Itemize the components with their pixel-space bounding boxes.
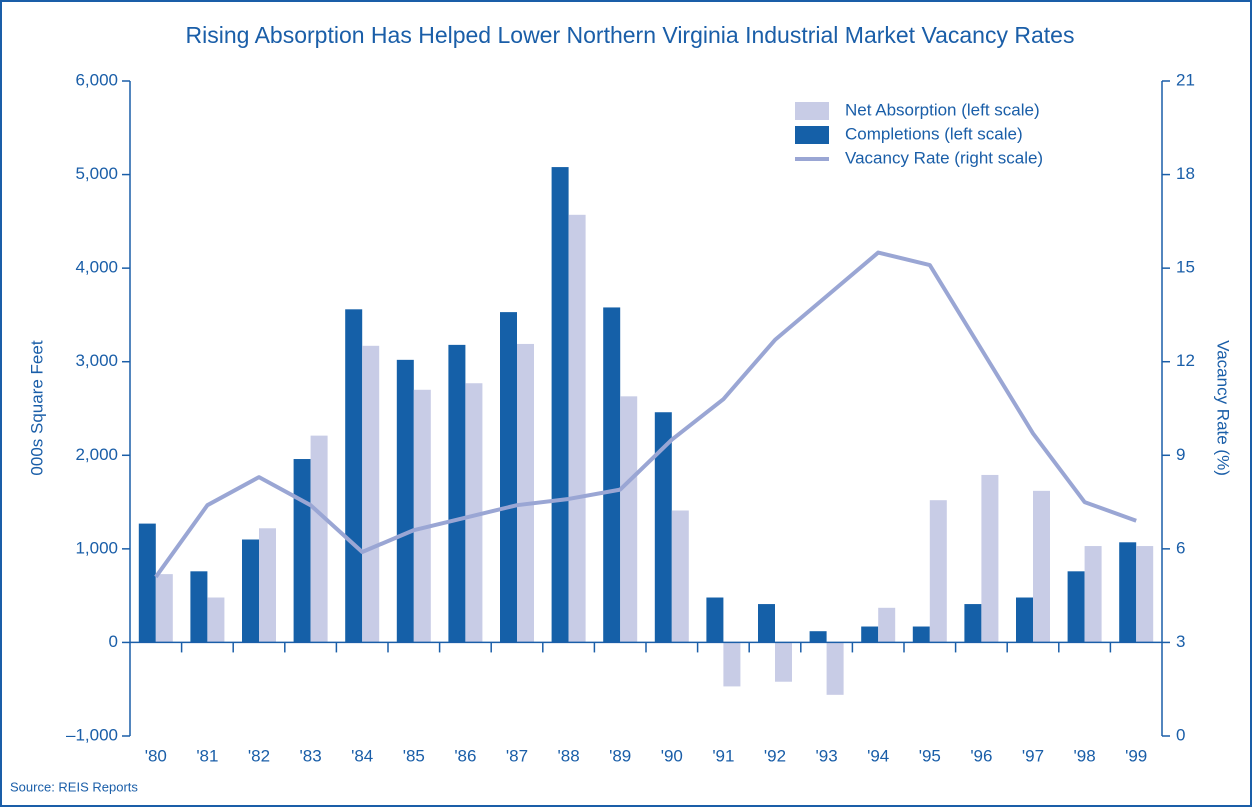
bar <box>568 214 586 643</box>
bar <box>758 604 775 643</box>
bar <box>775 642 792 682</box>
bar <box>1033 490 1050 643</box>
bar <box>671 510 689 643</box>
legend-label: Completions (left scale) <box>845 124 1023 143</box>
bar <box>1084 546 1102 643</box>
x-tick-label: '92 <box>764 746 786 765</box>
y-tick-label: 3,000 <box>75 351 118 370</box>
y2-tick-label: 3 <box>1176 632 1185 651</box>
bar <box>448 344 466 643</box>
y-tick-label: 5,000 <box>75 164 118 183</box>
y-tick-label: 2,000 <box>75 445 118 464</box>
bar <box>981 474 999 643</box>
x-tick-label: '97 <box>1022 746 1044 765</box>
x-tick-label: '89 <box>609 746 631 765</box>
bar <box>878 607 896 643</box>
y2-tick-label: 12 <box>1176 351 1195 370</box>
bar <box>1067 571 1085 643</box>
bar <box>723 642 741 687</box>
x-tick-label: '90 <box>661 746 683 765</box>
x-tick-label: '94 <box>867 746 889 765</box>
bar <box>207 597 225 643</box>
legend-label: Net Absorption (left scale) <box>845 100 1040 119</box>
bar <box>465 383 483 643</box>
bar <box>155 574 173 643</box>
bar <box>413 389 431 643</box>
legend-label: Vacancy Rate (right scale) <box>845 148 1043 167</box>
y2-tick-label: 6 <box>1176 538 1185 557</box>
legend-swatch <box>795 126 829 144</box>
y-tick-label: –1,000 <box>66 725 118 744</box>
bar <box>396 359 414 643</box>
x-tick-label: '93 <box>816 746 838 765</box>
bar <box>259 528 276 643</box>
y2-tick-label: 21 <box>1176 70 1195 89</box>
y-tick-label: 6,000 <box>75 70 118 89</box>
x-tick-label: '99 <box>1125 746 1147 765</box>
x-tick-label: '91 <box>712 746 734 765</box>
bar <box>826 642 844 695</box>
x-tick-label: '85 <box>403 746 425 765</box>
x-tick-label: '87 <box>506 746 528 765</box>
bar <box>310 435 328 643</box>
y-tick-label: 1,000 <box>75 538 118 557</box>
bar <box>138 523 156 643</box>
x-tick-label: '82 <box>248 746 270 765</box>
bar <box>242 539 259 643</box>
x-tick-label: '86 <box>454 746 476 765</box>
bar <box>517 343 534 643</box>
bar <box>1136 546 1154 643</box>
bar <box>500 312 517 643</box>
bar <box>620 396 638 643</box>
bar <box>190 571 208 643</box>
bar <box>929 500 947 643</box>
x-tick-label: '80 <box>145 746 167 765</box>
bar <box>293 459 311 643</box>
bar <box>809 631 827 643</box>
bar <box>964 604 982 643</box>
bar <box>551 167 569 643</box>
y2-tick-label: 9 <box>1176 445 1185 464</box>
y-tick-label: 0 <box>109 632 118 651</box>
x-tick-label: '81 <box>196 746 218 765</box>
y2-axis-label: Vacancy Rate (%) <box>1214 340 1233 476</box>
y2-tick-label: 18 <box>1176 164 1195 183</box>
bar <box>362 345 380 643</box>
x-tick-label: '84 <box>351 746 373 765</box>
x-tick-label: '88 <box>558 746 580 765</box>
line <box>154 250 1137 579</box>
x-tick-label: '98 <box>1074 746 1096 765</box>
source: Source: REIS Reports <box>10 779 138 794</box>
bar <box>1119 542 1137 643</box>
x-tick-label: '96 <box>970 746 992 765</box>
bar <box>654 412 672 643</box>
bar <box>345 309 363 643</box>
bar <box>603 307 621 643</box>
y2-tick-label: 15 <box>1176 258 1195 277</box>
y-axis-label: 000s Square Feet <box>27 340 46 475</box>
chart-title: Rising Absorption Has Helped Lower North… <box>186 22 1075 48</box>
x-tick-label: '83 <box>300 746 322 765</box>
bar <box>912 626 930 643</box>
bar <box>861 626 879 643</box>
y-tick-label: 4,000 <box>75 258 118 277</box>
bar <box>1016 597 1033 643</box>
bar <box>706 597 724 643</box>
x-tick-label: '95 <box>919 746 941 765</box>
y2-tick-label: 0 <box>1176 725 1185 744</box>
legend-swatch <box>795 102 829 120</box>
